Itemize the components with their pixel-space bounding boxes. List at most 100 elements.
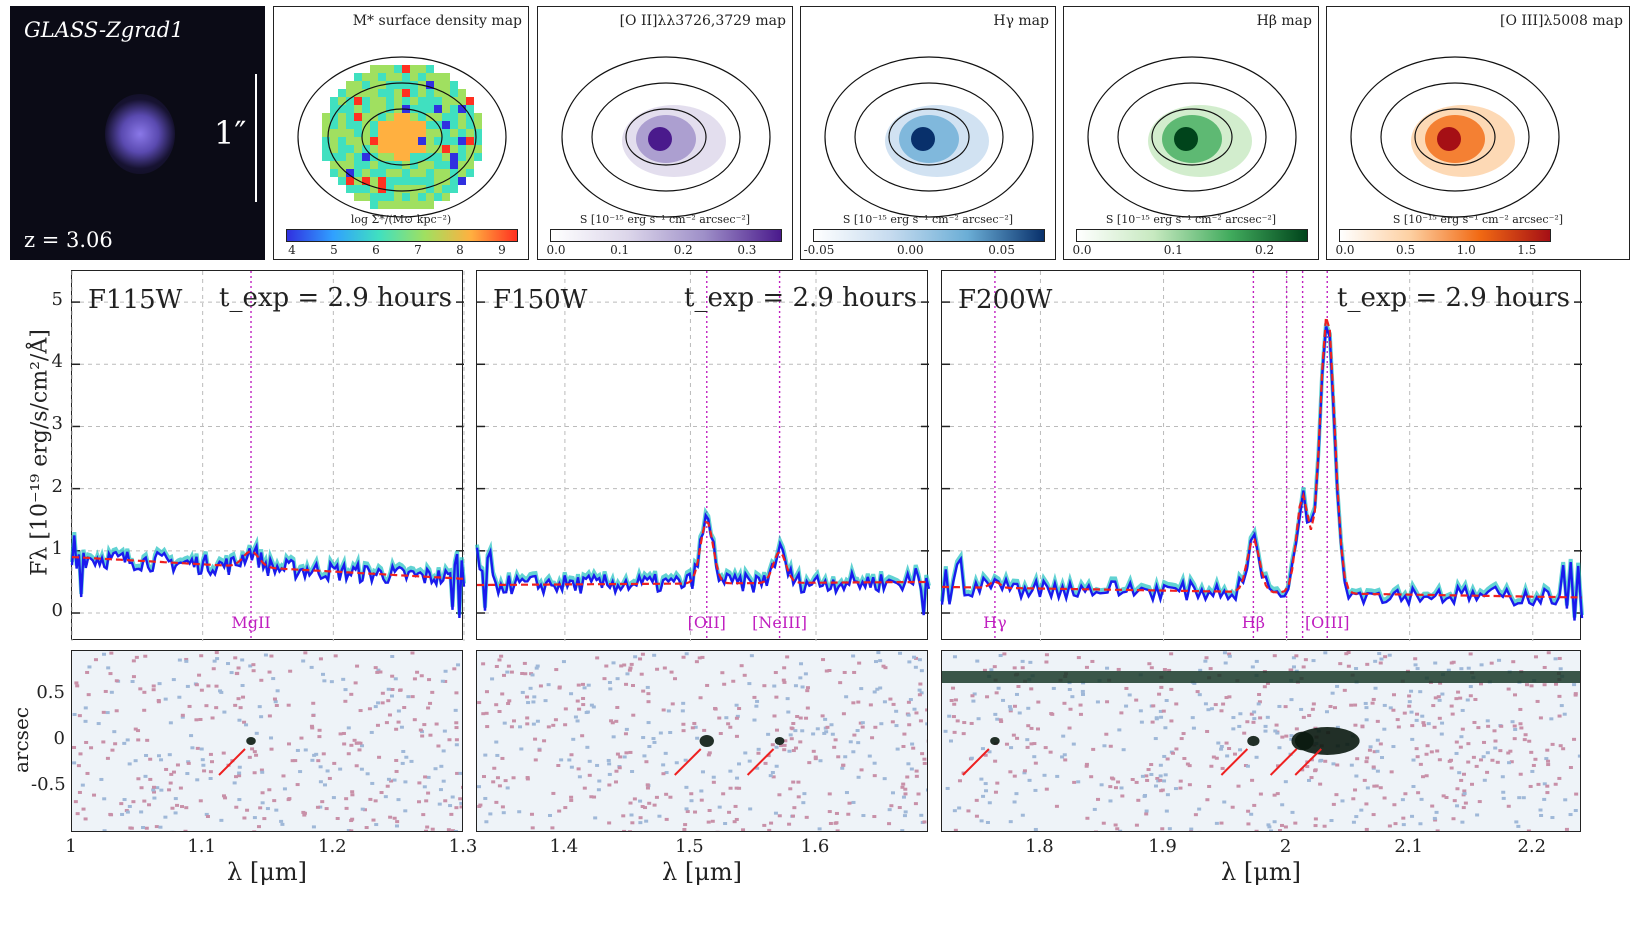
noise-pixel	[1108, 785, 1113, 789]
noise-pixel	[124, 809, 129, 813]
noise-pixel	[530, 673, 535, 677]
noise-pixel	[204, 812, 209, 816]
noise-pixel	[170, 830, 175, 831]
noise-pixel	[1334, 793, 1339, 797]
noise-pixel	[890, 720, 895, 724]
noise-pixel	[1274, 723, 1279, 727]
twod-y-tick-label: 0.5	[36, 682, 65, 703]
noise-pixel	[494, 740, 499, 744]
density-pixel	[434, 153, 442, 161]
density-pixel	[354, 113, 362, 121]
noise-pixel	[269, 747, 274, 751]
noise-pixel	[1426, 722, 1431, 726]
x-tick-label: 1.2	[318, 836, 347, 857]
density-pixel	[402, 169, 410, 177]
noise-pixel	[1389, 770, 1394, 774]
spectrum-observed	[475, 512, 931, 616]
noise-pixel	[1485, 770, 1490, 774]
density-pixel	[330, 161, 338, 169]
noise-pixel	[531, 700, 536, 704]
noise-pixel	[236, 697, 241, 701]
line-label: [OII]	[687, 613, 726, 632]
noise-pixel	[1323, 651, 1328, 655]
noise-pixel	[1466, 760, 1471, 764]
noise-pixel	[1387, 653, 1392, 657]
noise-pixel	[1035, 727, 1040, 731]
density-pixel	[386, 185, 394, 193]
noise-pixel	[735, 714, 740, 718]
noise-pixel	[310, 726, 315, 730]
noise-pixel	[822, 731, 827, 735]
noise-pixel	[1324, 710, 1329, 714]
noise-pixel	[1546, 651, 1551, 655]
density-pixel	[354, 161, 362, 169]
noise-pixel	[1279, 823, 1284, 827]
noise-pixel	[592, 795, 597, 799]
noise-pixel	[1331, 762, 1336, 766]
noise-pixel	[1557, 694, 1562, 698]
noise-pixel	[961, 732, 966, 736]
noise-pixel	[951, 715, 956, 719]
noise-pixel	[787, 822, 792, 826]
noise-pixel	[1127, 693, 1132, 697]
noise-pixel	[1335, 763, 1340, 767]
noise-pixel	[1300, 768, 1305, 772]
noise-pixel	[1310, 707, 1315, 711]
noise-pixel	[1507, 761, 1512, 765]
noise-pixel	[1301, 715, 1306, 719]
noise-pixel	[1008, 707, 1013, 711]
noise-pixel	[454, 806, 459, 810]
noise-pixel	[1523, 733, 1528, 737]
noise-pixel	[1153, 737, 1158, 741]
noise-pixel	[1032, 755, 1037, 759]
noise-pixel	[690, 726, 695, 730]
noise-pixel	[290, 759, 295, 763]
noise-pixel	[187, 704, 192, 708]
noise-pixel	[1150, 720, 1155, 724]
noise-pixel	[349, 819, 354, 823]
noise-pixel	[644, 760, 649, 764]
noise-pixel	[913, 665, 918, 669]
density-pixel	[402, 177, 410, 185]
colorbar-tick: 0.2	[1255, 243, 1275, 257]
noise-pixel	[267, 670, 272, 674]
noise-pixel	[1506, 804, 1511, 808]
noise-pixel	[112, 730, 117, 734]
noise-pixel	[737, 786, 742, 790]
density-pixel	[394, 185, 402, 193]
noise-pixel	[1318, 782, 1323, 786]
noise-pixel	[718, 732, 723, 736]
density-pixel	[354, 121, 362, 129]
noise-pixel	[1294, 727, 1299, 731]
noise-pixel	[1134, 823, 1139, 827]
density-pixel	[322, 113, 330, 121]
noise-pixel	[1456, 690, 1461, 694]
noise-pixel	[912, 655, 917, 659]
noise-pixel	[417, 781, 422, 785]
noise-pixel	[902, 732, 907, 736]
noise-pixel	[781, 678, 786, 682]
noise-pixel	[752, 695, 757, 699]
noise-pixel	[673, 677, 678, 681]
noise-pixel	[661, 772, 666, 776]
rgb-image-panel: GLASS-Zgrad1 z = 3.06 1″	[10, 6, 265, 260]
noise-pixel	[1415, 712, 1420, 716]
noise-pixel	[551, 791, 556, 795]
noise-pixel	[902, 814, 907, 818]
noise-pixel	[975, 659, 980, 663]
noise-pixel	[272, 799, 277, 803]
noise-pixel	[1462, 789, 1467, 793]
noise-pixel	[823, 717, 828, 721]
density-pixel	[410, 89, 418, 97]
noise-pixel	[615, 677, 620, 681]
noise-pixel	[693, 810, 698, 814]
noise-pixel	[805, 706, 810, 710]
noise-pixel	[241, 695, 246, 699]
noise-pixel	[1011, 733, 1016, 737]
noise-pixel	[158, 825, 163, 829]
noise-pixel	[274, 703, 279, 707]
noise-pixel	[403, 809, 408, 813]
noise-pixel	[1468, 694, 1473, 698]
noise-pixel	[1382, 796, 1387, 800]
noise-pixel	[286, 703, 291, 707]
